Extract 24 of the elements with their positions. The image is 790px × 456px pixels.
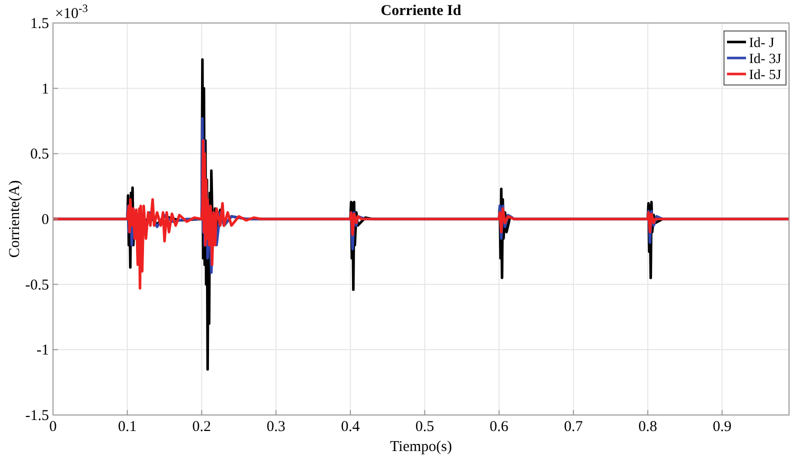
y-tick-label: -1 <box>36 342 49 359</box>
y-axis-title: Corriente(A) <box>7 180 23 258</box>
y-tick-label: 1 <box>42 81 49 98</box>
x-tick-label: 0.4 <box>341 419 360 435</box>
legend-label: Id- 5J <box>749 68 782 83</box>
x-tick-label: 0.9 <box>712 419 732 435</box>
y-tick-label: 0 <box>42 212 49 228</box>
text: ×10$^{-3}$ <box>55 3 88 22</box>
x-tick-label: 0.2 <box>192 419 212 435</box>
y-tick-label: -0.5 <box>25 277 49 294</box>
chart-title: Corriente Id <box>380 3 462 19</box>
legend-label: Id- 3J <box>749 52 782 67</box>
x-tick-label: 0.3 <box>266 419 286 435</box>
x-tick-label: 0.5 <box>415 419 434 435</box>
x-tick-label: 0.7 <box>564 419 584 435</box>
x-tick-label: 0.1 <box>118 419 137 435</box>
x-axis-title: Tiempo(s) <box>390 439 452 455</box>
y-tick-label: 0.5 <box>30 146 49 163</box>
y-tick-label: -1.5 <box>25 408 49 424</box>
legend-label: Id- J <box>749 36 775 51</box>
y-tick-label: 1.5 <box>30 16 49 32</box>
x-tick-label: 0.8 <box>638 419 658 435</box>
line-series <box>53 139 789 290</box>
x-tick-label: 0.6 <box>490 419 509 435</box>
